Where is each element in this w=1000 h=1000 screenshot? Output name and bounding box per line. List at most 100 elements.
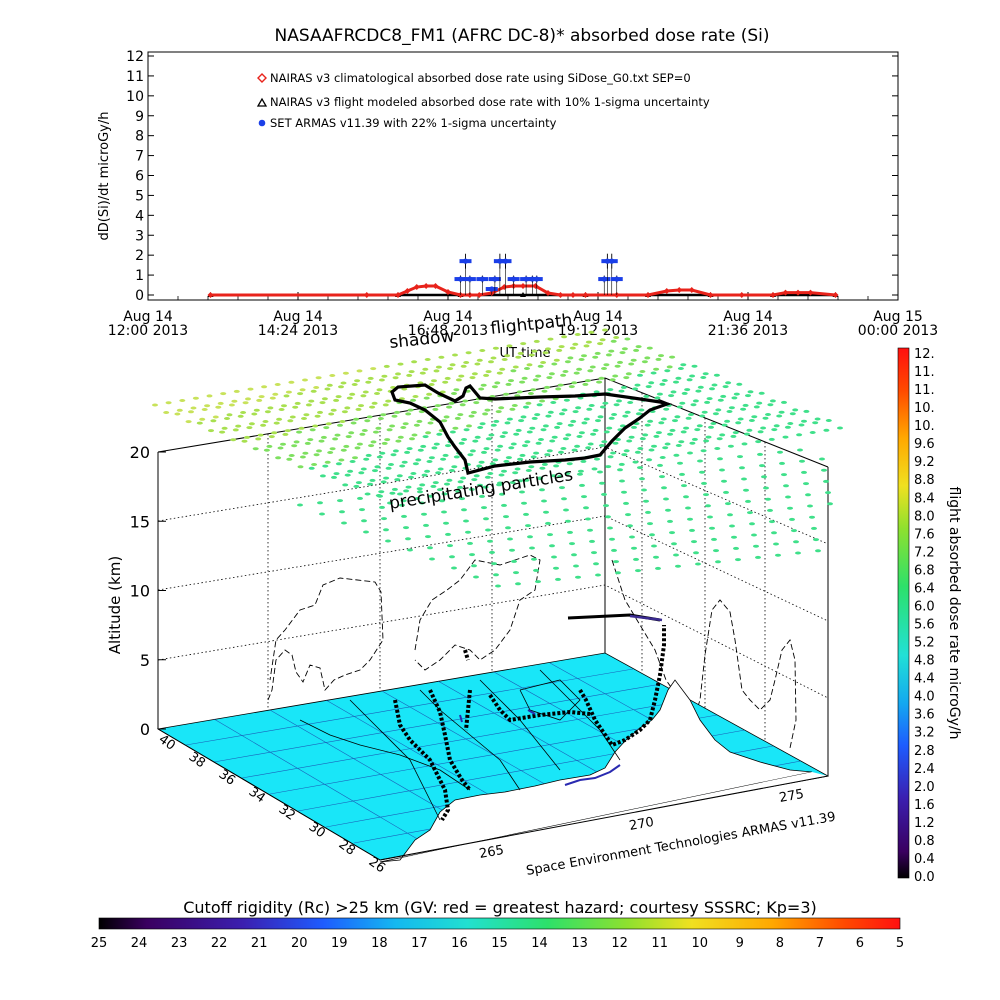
dose-dot <box>701 410 708 414</box>
dose-dot <box>428 456 435 460</box>
dose-dot <box>696 424 703 428</box>
dose-dot <box>426 460 433 463</box>
dose-dot-lower <box>591 551 597 555</box>
dose-dot <box>476 464 483 468</box>
dose-dot <box>559 412 565 416</box>
dose-dot <box>367 376 374 380</box>
rigidity-tick-label: 8 <box>776 936 784 951</box>
dose-dot <box>735 421 742 425</box>
colorbar-tick-label: 0.8 <box>914 834 935 849</box>
dose-dot <box>334 433 341 437</box>
dose-dot <box>733 392 740 396</box>
dose-dot-lower <box>697 459 703 463</box>
dose-dot <box>549 439 556 443</box>
series-climatological-point <box>807 289 814 296</box>
dose-dot-lower <box>499 492 505 496</box>
dose-dot <box>581 354 587 358</box>
dose-dot-lower <box>587 528 593 532</box>
dose-dot <box>392 449 399 453</box>
dose-dot <box>370 440 377 444</box>
series-climatological-point <box>404 288 411 295</box>
dose-dot-lower <box>419 501 425 505</box>
dose-dot-lower <box>403 526 409 530</box>
dose-dot <box>349 392 356 396</box>
dose-dot <box>567 356 574 360</box>
dose-dot <box>592 355 599 359</box>
dose-dot <box>415 458 422 462</box>
dose-dot-lower <box>707 515 713 519</box>
dose-dot <box>369 478 376 482</box>
dose-dot <box>190 406 197 410</box>
dose-dot <box>509 407 516 411</box>
dose-dot <box>370 367 377 371</box>
dose-dot <box>655 431 662 435</box>
dose-dot <box>313 453 320 457</box>
dose-dot <box>327 451 334 454</box>
dose-dot <box>506 417 513 421</box>
dose-dot <box>617 360 623 364</box>
armas-point <box>502 258 509 264</box>
dose-dot <box>825 419 832 422</box>
dose-dot <box>664 369 671 373</box>
dose-dot-lower <box>719 468 725 472</box>
dose-dot <box>746 428 753 432</box>
dose-dot-lower <box>547 533 553 537</box>
dose-dot <box>557 383 564 387</box>
armas-point <box>462 258 469 264</box>
y-tick-label: 6 <box>135 169 144 185</box>
dose-dot-lower <box>757 452 763 456</box>
dose-dot <box>431 379 437 383</box>
dose-dot <box>358 471 365 475</box>
dose-dot <box>174 412 181 416</box>
dose-dot <box>602 328 608 332</box>
dose-dot <box>653 434 660 438</box>
dose-dot <box>453 455 460 459</box>
colorbar-tick-label: 11. <box>914 365 935 380</box>
dose-dot <box>675 376 682 380</box>
dose-dot-lower <box>827 502 833 506</box>
dose-dot <box>217 401 224 405</box>
dose-dot-lower <box>497 481 503 485</box>
colorbar-gradient <box>897 347 910 879</box>
dose-dot <box>463 428 470 432</box>
dose-dot-lower <box>661 486 667 490</box>
dose-dot <box>426 392 433 396</box>
dose-dot-lower <box>653 555 659 559</box>
dose-dot-lower <box>337 499 343 503</box>
colorbar-tick-label: 3.2 <box>914 726 935 741</box>
dose-dot-lower <box>815 549 821 553</box>
dose-dot <box>510 369 517 373</box>
legend-marker-diamond <box>257 73 267 83</box>
dose-dot <box>505 382 512 386</box>
colorbar-tick-label: 0.0 <box>914 870 935 885</box>
dose-dot <box>632 387 639 391</box>
colorbar-tick-label: 5.6 <box>914 618 935 633</box>
dose-dot <box>267 406 274 410</box>
dose-dot <box>405 412 412 416</box>
dose-dot <box>455 490 462 494</box>
dose-dot <box>612 374 619 378</box>
dose-dot-lower <box>731 535 737 539</box>
dose-dot <box>624 410 631 414</box>
dose-dot-lower <box>569 542 575 546</box>
dose-dot <box>637 447 644 450</box>
dose-dot <box>220 392 227 396</box>
dose-dot-lower <box>319 512 325 516</box>
legend-marker-dot <box>258 119 266 127</box>
dose-dot <box>562 437 569 441</box>
dose-dot <box>608 349 615 353</box>
dose-dot <box>378 490 385 494</box>
dose-dot <box>726 410 733 413</box>
dose-dot-lower <box>579 483 585 487</box>
dose-dot <box>392 376 399 380</box>
dose-dot <box>240 411 247 414</box>
dose-dot-lower <box>691 540 697 544</box>
dose-dot <box>388 463 394 466</box>
dose-dot <box>307 438 314 442</box>
dose-dot-lower <box>519 490 525 494</box>
dose-dot <box>448 401 455 405</box>
rigidity-tick-label: 6 <box>856 936 864 951</box>
altitude-tick-label: 10 <box>130 582 150 601</box>
armas-point <box>457 276 464 282</box>
dose-dot <box>533 339 540 343</box>
